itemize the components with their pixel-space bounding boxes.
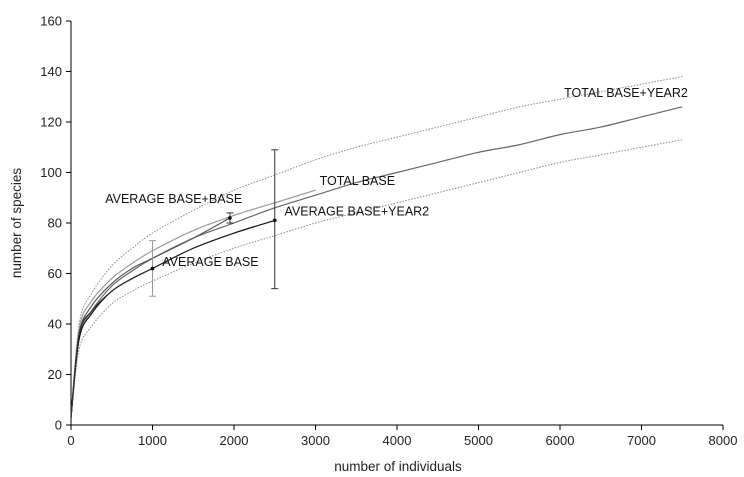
curve-label-4: AVERAGE BASE — [162, 255, 258, 269]
curve-label-2: AVERAGE BASE+BASE — [105, 192, 242, 206]
series-line-0 — [70, 106, 683, 418]
x-tick-label-4: 4000 — [383, 433, 412, 448]
y-tick-label-2: 40 — [48, 317, 62, 332]
x-tick-label-6: 6000 — [546, 433, 575, 448]
error-bars — [149, 149, 279, 297]
curve-label-3: AVERAGE BASE+YEAR2 — [285, 204, 430, 218]
x-tick-label-5: 5000 — [464, 433, 493, 448]
y-tick-label-6: 120 — [40, 115, 62, 130]
y-tick-label-7: 140 — [40, 64, 62, 79]
x-tick-label-1: 1000 — [138, 433, 167, 448]
y-tick-label-8: 160 — [40, 14, 62, 29]
x-tick-label-0: 0 — [67, 433, 74, 448]
x-tick-label-3: 3000 — [301, 433, 330, 448]
y-tick-label-3: 60 — [48, 266, 62, 281]
y-tick-label-0: 0 — [55, 418, 62, 433]
y-tick-label-5: 100 — [40, 165, 62, 180]
series-line-6 — [70, 267, 153, 418]
curve-label-0: TOTAL BASE+YEAR2 — [564, 86, 688, 100]
x-tick-label-8: 8000 — [709, 433, 738, 448]
y-axis-label: number of species — [9, 168, 24, 279]
curve-labels: TOTAL BASE+YEAR2 TOTAL BASE AVERAGE BASE+B… — [105, 86, 688, 269]
error-bar-0 — [149, 240, 156, 297]
series-line-4 — [70, 217, 231, 418]
x-tick-label-7: 7000 — [627, 433, 656, 448]
error-bar-1 — [226, 212, 234, 224]
error-bar-2 — [271, 149, 279, 290]
curves — [70, 76, 683, 418]
series-line-3 — [70, 189, 316, 418]
series-line-5 — [70, 219, 275, 418]
axes: 0 1000 2000 3000 4000 5000 6000 7000 8000 0 20 40 60… — [40, 14, 737, 449]
curve-label-1: TOTAL BASE — [320, 174, 396, 188]
series-line-2 — [70, 139, 683, 418]
data-point-0 — [150, 266, 155, 271]
series-line-1 — [70, 76, 683, 418]
y-tick-label-4: 80 — [48, 216, 62, 231]
data-point-2 — [272, 218, 277, 223]
x-axis-label: number of individuals — [334, 459, 462, 474]
data-point-1 — [228, 216, 232, 220]
y-tick-label-1: 20 — [48, 367, 62, 382]
x-tick-label-2: 2000 — [220, 433, 249, 448]
